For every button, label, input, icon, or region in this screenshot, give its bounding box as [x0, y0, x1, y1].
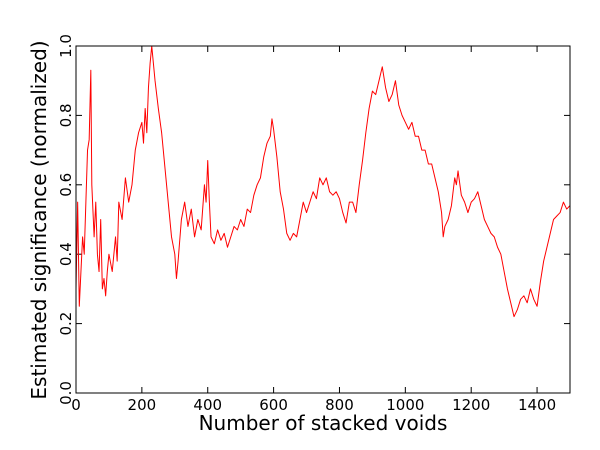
x-tick-label: 200: [128, 396, 157, 414]
y-tick-label: 0.0: [57, 381, 75, 405]
x-tick-label: 800: [325, 396, 354, 414]
y-tick-label: 0.8: [57, 103, 75, 127]
y-tick-label: 0.2: [57, 312, 75, 336]
x-tick-label: 0: [71, 396, 81, 414]
data-line: [75, 45, 571, 318]
x-tick-label: 400: [193, 396, 222, 414]
x-tick-label: 1200: [452, 396, 490, 414]
y-axis-label: Estimated significance (normalized): [27, 40, 51, 399]
x-tick-label: 1400: [518, 396, 556, 414]
x-tick-label: 600: [259, 396, 288, 414]
plot-frame: [75, 45, 571, 394]
x-tick-label: 1000: [386, 396, 424, 414]
y-tick-label: 0.6: [57, 173, 75, 197]
x-axis-label: Number of stacked voids: [199, 411, 448, 435]
y-tick-label: 1.0: [57, 34, 75, 58]
y-tick-label: 0.4: [57, 242, 75, 266]
